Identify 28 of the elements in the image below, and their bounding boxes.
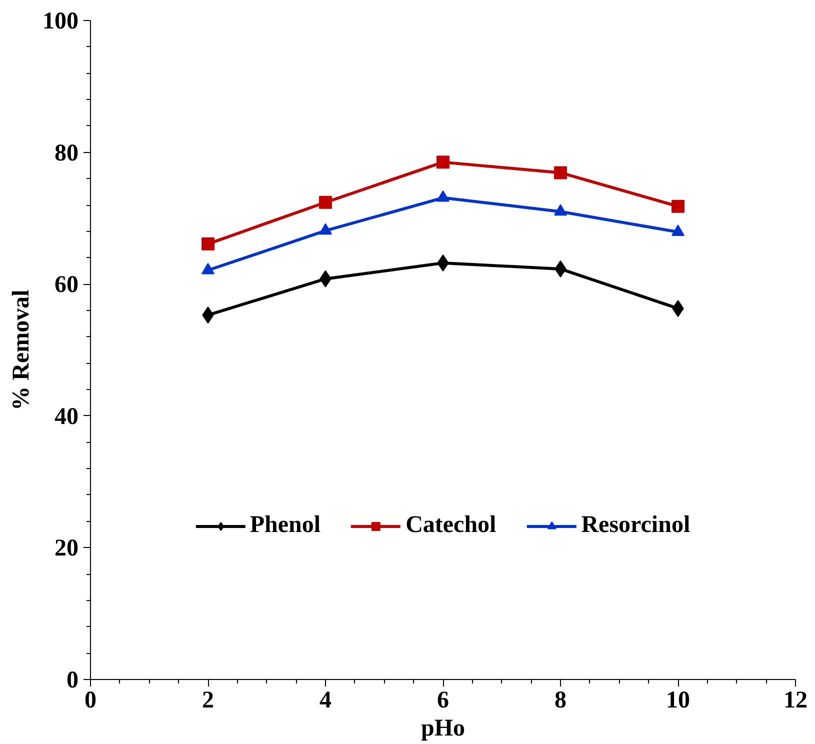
- x-tick-label: 12: [784, 688, 808, 714]
- legend-label: Catechol: [406, 512, 496, 539]
- legend-label: Phenol: [250, 512, 321, 539]
- x-tick-label: 4: [320, 688, 332, 714]
- y-tick-label: 0: [66, 668, 78, 694]
- x-tick-label: 2: [202, 688, 214, 714]
- y-tick-label: 40: [54, 404, 78, 430]
- point: [436, 190, 450, 202]
- point: [554, 166, 567, 180]
- point: [436, 156, 450, 169]
- y-tick-label: 100: [42, 8, 78, 34]
- point: [672, 200, 684, 213]
- x-axis-title: pHo: [420, 716, 466, 742]
- x-tick-label: 10: [666, 688, 690, 714]
- point: [554, 204, 567, 216]
- point: [319, 196, 332, 209]
- x-tick-label: 8: [554, 688, 566, 714]
- y-axis-title: % Removal: [8, 289, 34, 410]
- y-tick-label: 80: [54, 140, 78, 166]
- point: [672, 224, 684, 236]
- y-tick-label: 20: [54, 536, 78, 562]
- y-tick-label: 60: [54, 272, 78, 298]
- point: [202, 262, 214, 274]
- point: [202, 237, 214, 250]
- x-tick-label: 0: [84, 688, 96, 714]
- legend-label: Resorcinol: [581, 512, 690, 539]
- point: [319, 223, 332, 235]
- x-tick-label: 6: [437, 688, 449, 714]
